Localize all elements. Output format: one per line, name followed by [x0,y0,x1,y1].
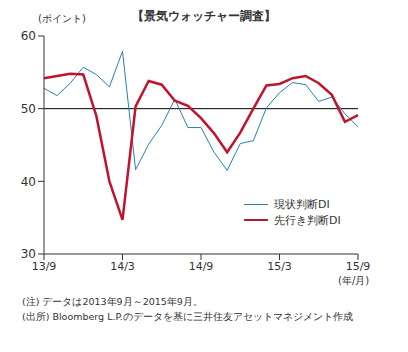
svg-text:30: 30 [21,247,36,261]
svg-text:14/3: 14/3 [110,260,135,273]
html-text:(年/月): (年/月) [338,275,370,286]
html-text:先行き判断DI: 先行き判断DI [274,213,341,227]
svg-text:15/3: 15/3 [267,260,292,273]
html-text:(ポイント): (ポイント) [38,13,86,24]
svg-text:50: 50 [21,102,36,116]
html-text:【景気ウォッチャー調査】: 【景気ウォッチャー調査】 [132,9,276,23]
svg-text:40: 40 [21,175,36,189]
html-text:(出所) Bloomberg L.P.のデータを基に三井住友: (出所) Bloomberg L.P.のデータを基に三井住友アセットマネジメント… [22,311,353,322]
svg-text:14/9: 14/9 [189,260,214,273]
svg-text:13/9: 13/9 [32,260,57,273]
html-text:(注) データは2013年9月～2015年9月。: (注) データは2013年9月～2015年9月。 [22,296,203,307]
html-text:現状判断DI: 現状判断DI [274,197,330,211]
svg-text:15/9: 15/9 [346,260,371,273]
svg-text:60: 60 [21,29,36,43]
